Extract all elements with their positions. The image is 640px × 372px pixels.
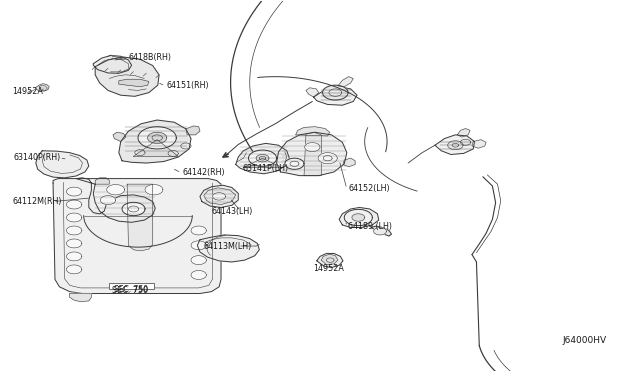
Polygon shape <box>191 241 206 250</box>
Text: 64189 (LH): 64189 (LH) <box>348 222 392 231</box>
Polygon shape <box>317 253 343 267</box>
Polygon shape <box>76 178 156 222</box>
Text: 63141P(LH): 63141P(LH) <box>242 164 288 173</box>
Text: 64143(LH): 64143(LH) <box>211 207 253 216</box>
Polygon shape <box>53 179 221 294</box>
Polygon shape <box>67 187 82 196</box>
Text: 64152(LH): 64152(LH) <box>348 185 390 193</box>
Polygon shape <box>138 127 176 149</box>
Polygon shape <box>119 79 149 87</box>
Text: J64000HV: J64000HV <box>563 336 607 346</box>
Polygon shape <box>95 57 159 96</box>
Polygon shape <box>67 213 82 222</box>
Polygon shape <box>100 196 116 205</box>
Polygon shape <box>318 153 337 164</box>
Polygon shape <box>95 178 109 184</box>
Polygon shape <box>70 294 92 302</box>
Polygon shape <box>36 151 89 178</box>
Text: SEC. 750: SEC. 750 <box>115 285 148 294</box>
Polygon shape <box>352 214 365 221</box>
Text: 14952A: 14952A <box>314 264 344 273</box>
Polygon shape <box>113 132 126 141</box>
Polygon shape <box>204 188 236 205</box>
Text: 64142(RH): 64142(RH) <box>182 168 225 177</box>
Text: 64112M(RH): 64112M(RH) <box>12 197 61 206</box>
Polygon shape <box>191 226 206 235</box>
Polygon shape <box>36 84 49 91</box>
Polygon shape <box>304 132 321 176</box>
Polygon shape <box>285 158 304 169</box>
Polygon shape <box>191 256 206 264</box>
Polygon shape <box>145 185 163 195</box>
Polygon shape <box>472 140 486 148</box>
Polygon shape <box>200 185 238 208</box>
Text: 63140P(RH): 63140P(RH) <box>13 153 61 162</box>
Text: 14952A: 14952A <box>12 87 43 96</box>
Polygon shape <box>191 270 206 279</box>
Polygon shape <box>321 254 338 264</box>
Polygon shape <box>67 200 82 209</box>
Polygon shape <box>236 143 289 174</box>
Polygon shape <box>314 87 357 105</box>
Polygon shape <box>371 226 392 236</box>
Polygon shape <box>461 139 470 145</box>
Polygon shape <box>186 126 200 135</box>
Polygon shape <box>344 209 372 226</box>
Polygon shape <box>67 265 82 274</box>
Polygon shape <box>243 158 282 167</box>
Polygon shape <box>256 154 269 162</box>
Text: 64113M(LH): 64113M(LH) <box>204 241 252 250</box>
Polygon shape <box>305 142 320 151</box>
Text: SEC. 750: SEC. 750 <box>113 286 148 295</box>
Polygon shape <box>296 127 330 136</box>
Polygon shape <box>448 141 463 150</box>
Text: 6418B(RH): 6418B(RH) <box>129 52 172 61</box>
Polygon shape <box>343 158 355 167</box>
Polygon shape <box>338 77 353 87</box>
Polygon shape <box>212 193 225 200</box>
Polygon shape <box>119 120 191 163</box>
Polygon shape <box>197 235 259 262</box>
Polygon shape <box>122 202 145 216</box>
Polygon shape <box>67 226 82 235</box>
Polygon shape <box>67 252 82 261</box>
Polygon shape <box>458 129 470 137</box>
Polygon shape <box>127 184 153 251</box>
Polygon shape <box>339 208 379 228</box>
Polygon shape <box>148 132 167 143</box>
Polygon shape <box>276 132 347 176</box>
Polygon shape <box>39 85 47 90</box>
Polygon shape <box>134 140 178 156</box>
Polygon shape <box>93 55 132 73</box>
Polygon shape <box>107 185 125 195</box>
Polygon shape <box>306 88 319 97</box>
Polygon shape <box>435 135 474 154</box>
Polygon shape <box>248 150 276 166</box>
Polygon shape <box>323 85 348 100</box>
Polygon shape <box>67 239 82 248</box>
Polygon shape <box>374 228 387 235</box>
Bar <box>109 283 154 289</box>
Text: 64151(RH): 64151(RH) <box>167 81 209 90</box>
